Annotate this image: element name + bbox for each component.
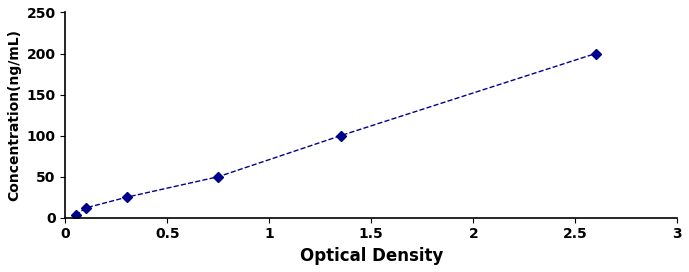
Y-axis label: Concentration(ng/mL): Concentration(ng/mL) [7, 29, 21, 201]
X-axis label: Optical Density: Optical Density [300, 247, 443, 265]
